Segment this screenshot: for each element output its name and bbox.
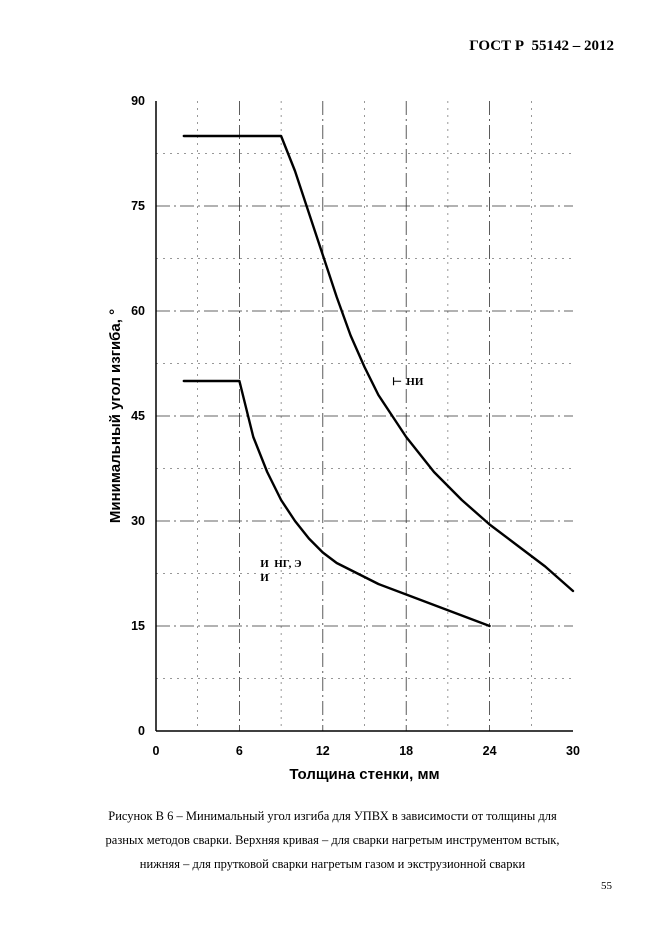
x-tick-label: 6 xyxy=(236,744,243,758)
y-tick-label: 15 xyxy=(131,619,145,633)
annotation-label: НГ, Э xyxy=(274,558,301,570)
y-axis-label: Минимальный угол изгиба, ° xyxy=(107,309,124,523)
annotation-marker: И xyxy=(260,558,269,570)
page-number: 55 xyxy=(601,880,612,892)
x-tick-label: 12 xyxy=(316,744,330,758)
x-tick-label: 0 xyxy=(153,744,160,758)
chart-axes: 0 6 12 18 24 30 0 15 30 45 60 75 90 xyxy=(131,94,580,758)
caption-line: нижняя – для прутковой сварки нагретым г… xyxy=(139,857,526,871)
x-tick-label: 18 xyxy=(399,744,413,758)
annotation-marker: И xyxy=(260,572,269,584)
y-tick-label: 90 xyxy=(131,94,145,108)
chart-grid xyxy=(156,101,573,731)
x-tick-label: 30 xyxy=(566,744,580,758)
bend-angle-chart: 0 6 12 18 24 30 0 15 30 45 60 75 90 ⊢ НИ И НГ, Э И Толщи… xyxy=(107,94,580,783)
y-tick-label: 30 xyxy=(131,514,145,528)
caption-line: Рисунок В 6 – Минимальный угол изгиба дл… xyxy=(108,809,557,823)
annotation-label: НИ xyxy=(406,376,424,388)
y-tick-label: 60 xyxy=(131,304,145,318)
x-tick-label: 24 xyxy=(483,744,497,758)
annotation-marker: ⊢ xyxy=(392,375,402,388)
series-line-lower xyxy=(182,379,491,628)
y-tick-label: 0 xyxy=(138,724,145,738)
x-axis-label: Толщина стенки, мм xyxy=(289,766,439,783)
y-tick-label: 75 xyxy=(131,199,145,213)
chart-series xyxy=(182,134,575,628)
caption-line: разных методов сварки. Верхняя кривая – … xyxy=(105,833,560,847)
series-line-upper xyxy=(182,134,575,593)
chart-annotations: ⊢ НИ И НГ, Э И xyxy=(260,375,424,584)
figure-caption: Рисунок В 6 – Минимальный угол изгиба дл… xyxy=(90,804,575,876)
document-header: ГОСТ Р 55142 – 2012 xyxy=(469,38,614,54)
y-tick-label: 45 xyxy=(131,409,145,423)
